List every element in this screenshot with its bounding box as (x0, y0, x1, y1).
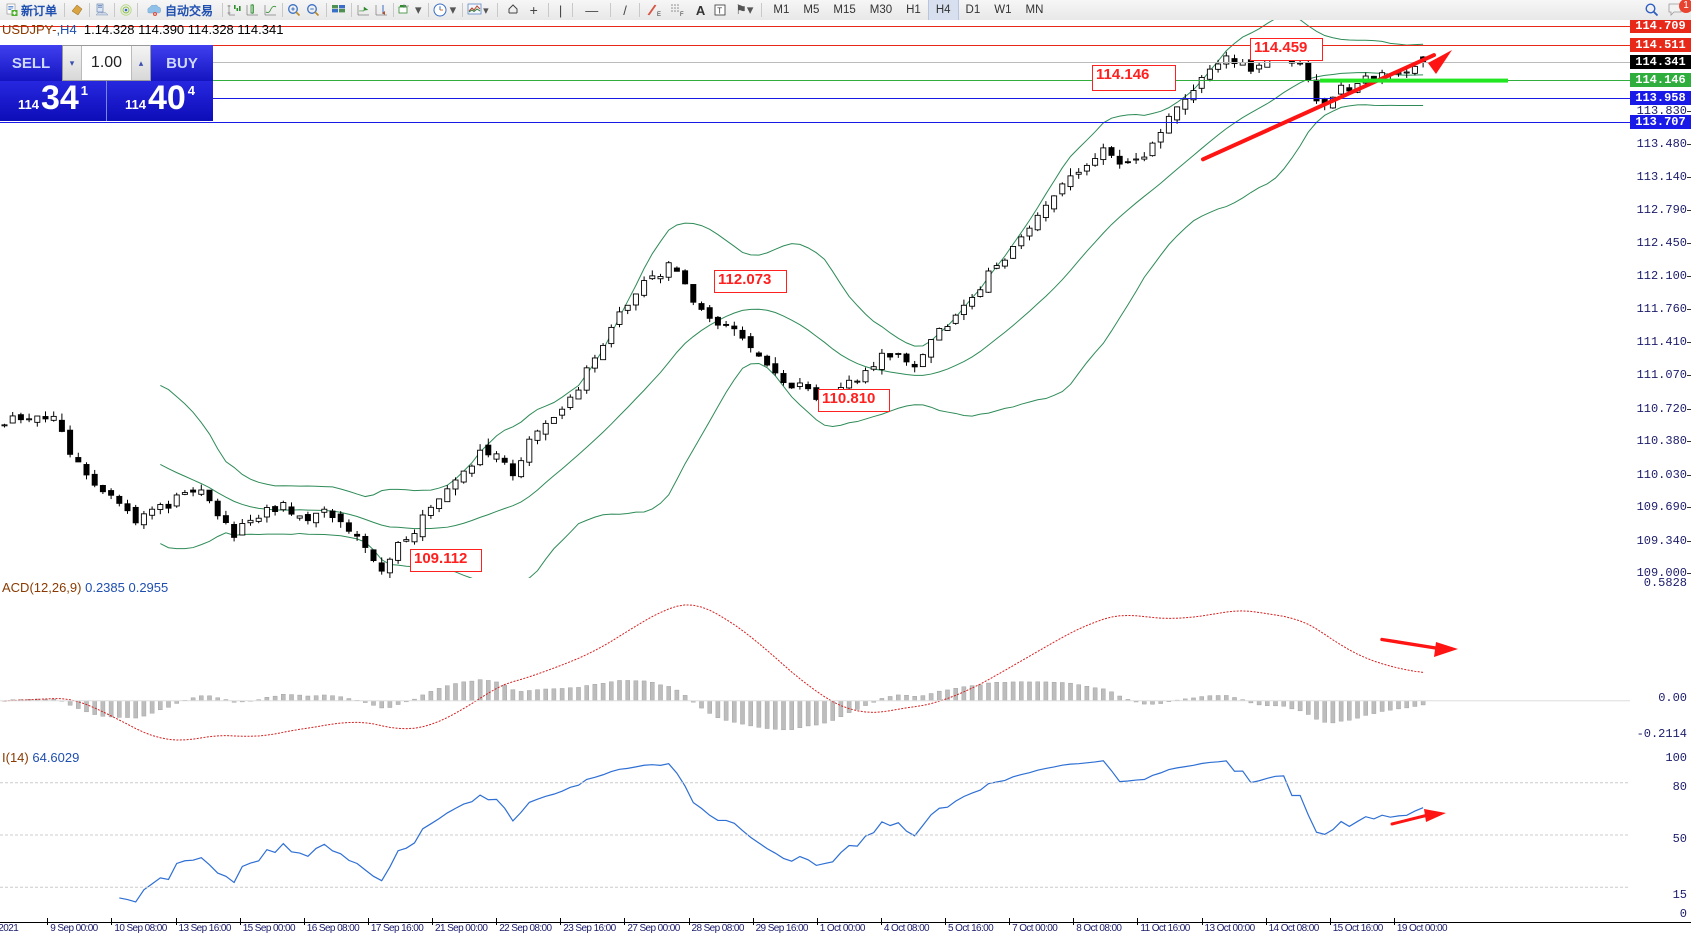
svg-text:F: F (680, 12, 684, 17)
svg-text:E: E (657, 12, 661, 17)
svg-text:T: T (718, 7, 723, 16)
